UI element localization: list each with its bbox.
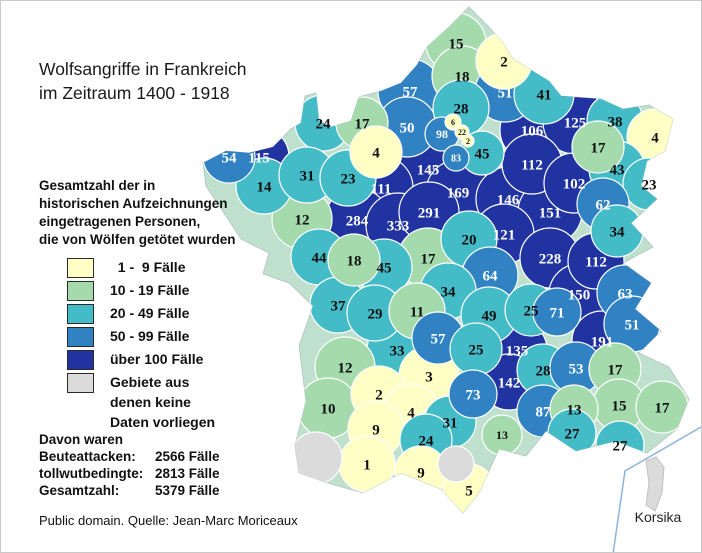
department-region [590, 204, 644, 258]
department-region [595, 420, 645, 470]
department-region [349, 125, 403, 179]
legend-label: über 100 Fälle [110, 351, 204, 367]
department-region [571, 120, 625, 174]
stats-value: 5379 Fälle [155, 483, 220, 498]
department-region [327, 233, 381, 287]
korsika-island [645, 456, 665, 512]
legend-swatch [67, 373, 94, 393]
legend-label: 10 - 19 Fälle [110, 282, 190, 298]
stats-value: 2813 Fälle [155, 466, 220, 481]
legend-label: Gebiete aus denen keine Daten vorliegen [110, 374, 216, 430]
legend-item: 20 - 49 Fälle [67, 303, 215, 324]
legend: 1 - 9 Fälle 10 - 19 Fälle 20 - 49 Fälle … [67, 257, 215, 434]
department-region [547, 408, 597, 458]
legend-swatch [67, 258, 94, 278]
department-region [294, 94, 352, 152]
department-region [475, 32, 533, 90]
department-region [437, 445, 475, 483]
stats-intro: Davon waren [39, 432, 124, 447]
legend-item: Gebiete aus denen keine Daten vorliegen [67, 372, 215, 432]
department-region [444, 113, 462, 131]
department-region [635, 380, 689, 434]
legend-label: 20 - 49 Fälle [110, 305, 190, 321]
legend-item: 10 - 19 Fälle [67, 280, 215, 301]
map-description: Gesamtzahl der in historischen Aufzeichn… [39, 178, 236, 247]
stats-label: tollwutbedingte: [39, 466, 144, 481]
legend-swatch [67, 350, 94, 370]
department-region [461, 134, 475, 148]
stats-panel: Davon waren Beuteattacken: 2566 Fälle tol… [39, 431, 220, 499]
stats-row: Gesamtzahl: 5379 Fälle [39, 482, 220, 499]
department-region [449, 322, 503, 376]
legend-swatch [67, 327, 94, 347]
korsika-label: Korsika [635, 509, 682, 525]
stats-label: Beuteattacken: [39, 449, 136, 464]
legend-label: 1 - 9 Fälle [110, 259, 186, 275]
department-region [338, 435, 396, 493]
department-region [532, 287, 582, 337]
legend-item: über 100 Fälle [67, 349, 215, 370]
department-region [394, 445, 448, 499]
department-region [622, 157, 676, 211]
page-title: Wolfsangriffe in Frankreich im Zeitraum … [39, 59, 247, 103]
department-region [203, 130, 256, 184]
inset-boundary-line [612, 426, 701, 552]
stats-row: Beuteattacken: 2566 Fälle [39, 448, 220, 465]
legend-label: 50 - 99 Fälle [110, 328, 190, 344]
stats-label: Gesamtzahl: [39, 483, 120, 498]
legend-swatch [67, 304, 94, 324]
department-region [481, 414, 523, 456]
stats-value: 2566 Fälle [155, 449, 220, 464]
legend-item: 1 - 9 Fälle [67, 257, 215, 278]
legend-item: 50 - 99 Fälle [67, 326, 215, 347]
stats-row: tollwutbedingte: 2813 Fälle [39, 465, 220, 482]
department-region [448, 369, 498, 419]
department-region [442, 144, 470, 172]
source-attribution: Public domain. Quelle: Jean-Marc Moricea… [39, 513, 298, 528]
legend-swatch [67, 281, 94, 301]
department-region [289, 431, 343, 485]
